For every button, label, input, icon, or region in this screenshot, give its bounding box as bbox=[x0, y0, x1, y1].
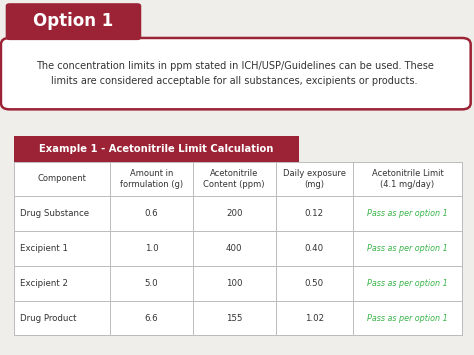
Bar bbox=[110, 301, 193, 335]
Bar bbox=[110, 266, 193, 301]
Bar bbox=[275, 301, 353, 335]
Text: Pass as per option 1: Pass as per option 1 bbox=[367, 313, 448, 323]
Bar bbox=[275, 266, 353, 301]
Bar bbox=[353, 196, 462, 231]
Text: 6.6: 6.6 bbox=[145, 313, 158, 323]
Text: 0.6: 0.6 bbox=[145, 209, 158, 218]
Bar bbox=[193, 196, 275, 231]
Text: Acetonitrile
Content (ppm): Acetonitrile Content (ppm) bbox=[203, 169, 265, 189]
Bar bbox=[193, 231, 275, 266]
Text: 1.0: 1.0 bbox=[145, 244, 158, 253]
Bar bbox=[110, 162, 193, 196]
Bar bbox=[14, 231, 110, 266]
Text: The concentration limits in ppm stated in ICH/USP/Guidelines can be used. These
: The concentration limits in ppm stated i… bbox=[36, 61, 434, 86]
Text: Pass as per option 1: Pass as per option 1 bbox=[367, 279, 448, 288]
Text: 0.40: 0.40 bbox=[305, 244, 324, 253]
Bar bbox=[353, 266, 462, 301]
Text: 5.0: 5.0 bbox=[145, 279, 158, 288]
FancyBboxPatch shape bbox=[6, 3, 141, 40]
Text: Example 1 - Acetonitrile Limit Calculation: Example 1 - Acetonitrile Limit Calculati… bbox=[39, 144, 273, 154]
Bar bbox=[110, 196, 193, 231]
Bar bbox=[14, 301, 110, 335]
Text: 200: 200 bbox=[226, 209, 242, 218]
Text: Amount in
formulation (g): Amount in formulation (g) bbox=[120, 169, 183, 189]
Text: Component: Component bbox=[38, 174, 87, 184]
Text: 1.02: 1.02 bbox=[305, 313, 324, 323]
Text: Excipient 1: Excipient 1 bbox=[20, 244, 68, 253]
Text: Pass as per option 1: Pass as per option 1 bbox=[367, 244, 448, 253]
Bar bbox=[353, 231, 462, 266]
Text: Excipient 2: Excipient 2 bbox=[20, 279, 68, 288]
Bar bbox=[193, 266, 275, 301]
Text: 155: 155 bbox=[226, 313, 242, 323]
Text: Acetonitrile Limit
(4.1 mg/day): Acetonitrile Limit (4.1 mg/day) bbox=[372, 169, 443, 189]
Text: Option 1: Option 1 bbox=[33, 12, 114, 30]
Bar bbox=[275, 162, 353, 196]
Bar bbox=[14, 162, 110, 196]
Text: Pass as per option 1: Pass as per option 1 bbox=[367, 209, 448, 218]
Text: 0.50: 0.50 bbox=[305, 279, 324, 288]
Bar bbox=[193, 162, 275, 196]
Text: 400: 400 bbox=[226, 244, 242, 253]
Bar bbox=[275, 196, 353, 231]
Bar bbox=[353, 162, 462, 196]
Text: Drug Product: Drug Product bbox=[20, 313, 76, 323]
Text: 0.12: 0.12 bbox=[305, 209, 324, 218]
Bar bbox=[14, 196, 110, 231]
Bar bbox=[14, 136, 299, 162]
Bar bbox=[353, 301, 462, 335]
Bar bbox=[275, 231, 353, 266]
Bar bbox=[110, 231, 193, 266]
FancyBboxPatch shape bbox=[1, 38, 471, 109]
Bar bbox=[14, 266, 110, 301]
Text: 100: 100 bbox=[226, 279, 242, 288]
Bar bbox=[193, 301, 275, 335]
Text: Daily exposure
(mg): Daily exposure (mg) bbox=[283, 169, 346, 189]
Text: Drug Substance: Drug Substance bbox=[20, 209, 89, 218]
